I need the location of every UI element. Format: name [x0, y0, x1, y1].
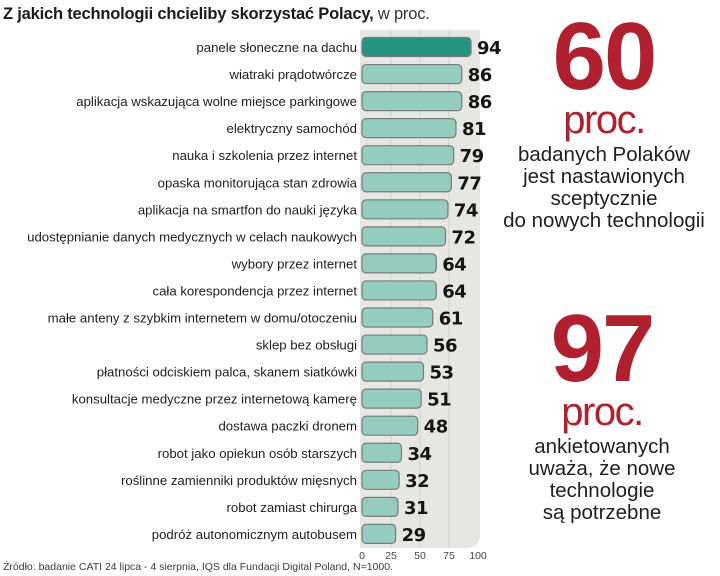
bar — [361, 307, 434, 328]
data-label: 61 — [439, 309, 463, 330]
category-label: roślinne zamienniki produktów mięsnych — [121, 473, 357, 488]
x-tick-label: 25 — [385, 550, 397, 562]
stat-needed: 97 proc. ankietowanych uważa, że nowe te… — [490, 295, 714, 524]
data-label: 32 — [405, 471, 429, 492]
data-label: 74 — [454, 200, 478, 221]
bar — [361, 388, 422, 409]
category-label: elektryczny samochód — [227, 121, 357, 136]
chart-title-text: Z jakich technologii chcieliby skorzysta… — [3, 5, 374, 23]
bar — [361, 172, 452, 193]
stat-skeptical-description: badanych Polaków jest nastawionych scept… — [488, 144, 720, 232]
bar — [361, 253, 437, 274]
category-label: małe anteny z szybkim internetem w domu/… — [48, 311, 357, 326]
category-label: wiatraki prądotwórcze — [228, 67, 357, 82]
data-label: 79 — [460, 146, 484, 167]
data-label: 64 — [442, 254, 466, 275]
bar — [361, 63, 463, 85]
stat-skeptical-line: badanych Polaków — [517, 143, 691, 166]
chart-title-unit: w proc. — [377, 5, 430, 23]
stat-skeptical-value: 60 — [552, 3, 658, 110]
stat-needed-value: 97 — [550, 295, 656, 402]
bar — [361, 334, 428, 355]
stat-needed-line: są potrzebne — [542, 501, 662, 524]
stat-skeptical-unit: proc. — [563, 98, 646, 142]
category-label: robot zamiast chirurga — [227, 500, 358, 515]
stat-skeptical-line: do nowych technologii — [503, 209, 705, 232]
category-label: aplikacja wskazująca wolne miejsce parki… — [76, 94, 357, 109]
data-label: 86 — [468, 65, 492, 86]
data-label: 86 — [468, 92, 492, 113]
data-label: 48 — [424, 417, 448, 438]
stat-needed-line: technologie — [549, 479, 655, 502]
stat-needed-description: ankietowanych uważa, że nowe technologie… — [490, 436, 714, 524]
bar — [361, 199, 449, 220]
data-label: 81 — [462, 119, 486, 140]
category-label: robot jako opiekun osób starszych — [158, 446, 357, 461]
data-label: 56 — [433, 336, 457, 357]
bar — [361, 90, 463, 112]
data-label: 34 — [407, 444, 431, 465]
bar — [361, 280, 437, 301]
bar — [361, 361, 425, 382]
source-note: Źródło: badanie CATI 24 lipca - 4 sierpn… — [3, 561, 393, 573]
bar — [361, 415, 419, 436]
x-tick-label: 0 — [359, 550, 365, 562]
bar — [361, 469, 400, 490]
category-label: opaska monitorująca stan zdrowia — [158, 175, 358, 190]
category-label: płatności odciskiem palca, skanem siatkó… — [97, 365, 357, 380]
bar — [361, 523, 397, 545]
bar — [361, 496, 399, 517]
x-tick-label: 50 — [414, 550, 426, 562]
stat-needed-unit: proc. — [561, 390, 644, 434]
bar — [361, 226, 447, 247]
stat-needed-line: uważa, że nowe — [528, 457, 676, 480]
category-label: nauka i szkolenia przez internet — [172, 148, 357, 163]
category-label: panele słoneczne na dachu — [196, 40, 357, 55]
chart-title: Z jakich technologii chcieliby skorzysta… — [3, 5, 430, 24]
stat-needed-line: ankietowanych — [534, 435, 670, 458]
category-label: cała korespondencja przez internet — [152, 283, 357, 298]
category-label: wybory przez internet — [231, 256, 358, 271]
category-label: aplikacja na smartfon do nauki języka — [138, 202, 358, 217]
data-label: 94 — [477, 38, 501, 59]
category-label: udostępnianie danych medycznych w celach… — [27, 229, 357, 244]
stat-skeptical-line: jest nastawionych — [523, 165, 685, 188]
data-label: 29 — [402, 525, 426, 546]
bar — [361, 118, 457, 139]
stat-skeptical: 60 proc. badanych Polaków jest nastawion… — [488, 3, 720, 232]
stat-skeptical-line: sceptycznie — [550, 187, 658, 210]
bar — [361, 145, 455, 166]
category-label: dostawa paczki dronem — [218, 419, 357, 434]
category-label: sklep bez obsługi — [256, 338, 357, 353]
bar — [361, 36, 472, 58]
category-label: konsultacje medyczne przez internetową k… — [72, 392, 357, 407]
data-label: 72 — [452, 227, 476, 248]
data-label: 64 — [442, 281, 466, 302]
x-tick-label: 75 — [443, 550, 455, 562]
category-label: podróż autonomicznym autobusem — [152, 527, 357, 542]
x-tick-label: 100 — [469, 550, 487, 562]
data-label: 53 — [429, 363, 453, 384]
data-label: 51 — [427, 390, 451, 411]
bar — [361, 442, 403, 463]
data-label: 31 — [404, 498, 428, 519]
data-label: 77 — [457, 173, 481, 194]
